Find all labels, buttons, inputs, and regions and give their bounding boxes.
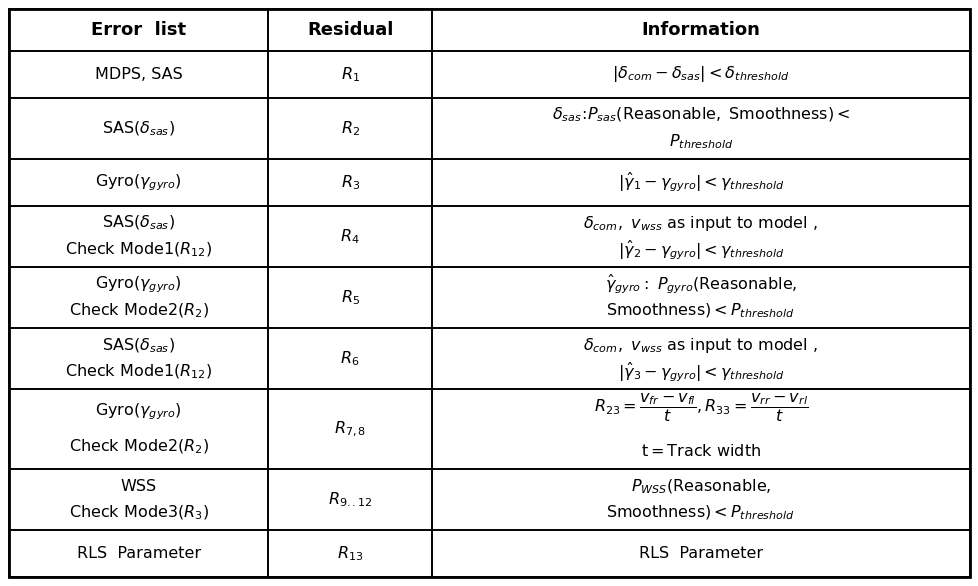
Bar bbox=[9, 267, 268, 328]
Text: Information: Information bbox=[641, 21, 760, 39]
Text: $\mathrm{Check\ Mode2}(R_2)$: $\mathrm{Check\ Mode2}(R_2)$ bbox=[68, 437, 208, 456]
Bar bbox=[9, 159, 268, 206]
Text: $P_{WSS}\mathrm{(Reasonable,}$: $P_{WSS}\mathrm{(Reasonable,}$ bbox=[630, 477, 771, 495]
Text: $R_{7,8}$: $R_{7,8}$ bbox=[333, 420, 366, 439]
Bar bbox=[268, 389, 431, 469]
Text: $|\delta_{com}-\delta_{sas}|<\delta_{threshold}$: $|\delta_{com}-\delta_{sas}|<\delta_{thr… bbox=[611, 64, 789, 84]
Bar bbox=[9, 469, 268, 530]
Text: $|\hat{\gamma}_3-\gamma_{gyro}|<\gamma_{threshold}$: $|\hat{\gamma}_3-\gamma_{gyro}|<\gamma_{… bbox=[617, 360, 783, 384]
Text: $\mathrm{t=Track\ width}$: $\mathrm{t=Track\ width}$ bbox=[641, 442, 760, 459]
Bar bbox=[431, 389, 969, 469]
Text: $R_5$: $R_5$ bbox=[340, 288, 359, 307]
Text: $R_{23}=\dfrac{v_{fr}-v_{fl}}{t},R_{33}=\dfrac{v_{rr}-v_{rl}}{t}$: $R_{23}=\dfrac{v_{fr}-v_{fl}}{t},R_{33}=… bbox=[593, 391, 808, 424]
Bar bbox=[268, 9, 431, 51]
Bar bbox=[431, 328, 969, 389]
Text: $R_4$: $R_4$ bbox=[340, 227, 360, 246]
Text: $|\hat{\gamma}_1-\gamma_{gyro}|<\gamma_{threshold}$: $|\hat{\gamma}_1-\gamma_{gyro}|<\gamma_{… bbox=[617, 171, 783, 195]
Text: RLS  Parameter: RLS Parameter bbox=[76, 546, 200, 561]
Text: $\mathrm{Check\ Mode2}(R_2)$: $\mathrm{Check\ Mode2}(R_2)$ bbox=[68, 302, 208, 320]
Text: Error  list: Error list bbox=[91, 21, 186, 39]
Text: $\mathrm{SAS}(\delta_{sas})$: $\mathrm{SAS}(\delta_{sas})$ bbox=[102, 120, 175, 138]
Bar bbox=[431, 9, 969, 51]
Text: $\mathrm{SAS}(\delta_{sas})$: $\mathrm{SAS}(\delta_{sas})$ bbox=[102, 336, 175, 355]
Bar bbox=[9, 98, 268, 159]
Bar bbox=[431, 530, 969, 577]
Bar bbox=[431, 267, 969, 328]
Bar bbox=[268, 51, 431, 98]
Bar bbox=[268, 98, 431, 159]
Bar bbox=[268, 206, 431, 267]
Bar bbox=[431, 98, 969, 159]
Text: RLS  Parameter: RLS Parameter bbox=[639, 546, 762, 561]
Bar bbox=[268, 530, 431, 577]
Text: $\mathrm{Check\ Mode1}(R_{12})$: $\mathrm{Check\ Mode1}(R_{12})$ bbox=[66, 241, 212, 259]
Text: $R_{13}$: $R_{13}$ bbox=[336, 544, 363, 563]
Text: $\mathrm{Smoothness)}<P_{threshold}$: $\mathrm{Smoothness)}<P_{threshold}$ bbox=[605, 504, 794, 522]
Text: $\mathrm{Gyro}(\gamma_{gyro})$: $\mathrm{Gyro}(\gamma_{gyro})$ bbox=[96, 274, 182, 294]
Bar bbox=[431, 159, 969, 206]
Bar bbox=[268, 469, 431, 530]
Text: Residual: Residual bbox=[307, 21, 393, 39]
Text: $\delta_{sas}\!:\!P_{sas}\mathrm{(Reasonable,\ Smoothness)<}$: $\delta_{sas}\!:\!P_{sas}\mathrm{(Reason… bbox=[552, 106, 849, 124]
Text: $R_1$: $R_1$ bbox=[340, 65, 359, 84]
Text: $\mathrm{Check\ Mode3}(R_3)$: $\mathrm{Check\ Mode3}(R_3)$ bbox=[68, 504, 208, 522]
Text: $\delta_{com},\ v_{wss}\mathrm{\ as\ input\ to\ model\ ,}$: $\delta_{com},\ v_{wss}\mathrm{\ as\ inp… bbox=[583, 336, 818, 355]
Bar bbox=[9, 51, 268, 98]
Bar bbox=[268, 267, 431, 328]
Text: $\mathrm{SAS}(\delta_{sas})$: $\mathrm{SAS}(\delta_{sas})$ bbox=[102, 214, 175, 232]
Bar bbox=[9, 389, 268, 469]
Text: $\hat{\gamma}_{gyro}\mathrm{:\ }P_{gyro}\mathrm{(Reasonable,}$: $\hat{\gamma}_{gyro}\mathrm{:\ }P_{gyro}… bbox=[604, 272, 796, 296]
Bar bbox=[268, 328, 431, 389]
Text: $P_{threshold}$: $P_{threshold}$ bbox=[668, 132, 733, 151]
Bar bbox=[9, 9, 268, 51]
Text: $R_{9..12}$: $R_{9..12}$ bbox=[328, 490, 373, 509]
Text: $R_2$: $R_2$ bbox=[340, 119, 359, 138]
Bar bbox=[9, 530, 268, 577]
Bar bbox=[431, 51, 969, 98]
Text: $R_6$: $R_6$ bbox=[340, 349, 360, 368]
Bar bbox=[9, 328, 268, 389]
Text: $\mathrm{Smoothness)}<P_{threshold}$: $\mathrm{Smoothness)}<P_{threshold}$ bbox=[605, 302, 794, 320]
Text: WSS: WSS bbox=[120, 479, 156, 493]
Text: $\delta_{com},\ v_{wss}\mathrm{\ as\ input\ to\ model\ ,}$: $\delta_{com},\ v_{wss}\mathrm{\ as\ inp… bbox=[583, 213, 818, 233]
Bar bbox=[431, 469, 969, 530]
Bar bbox=[9, 206, 268, 267]
Text: MDPS, SAS: MDPS, SAS bbox=[95, 67, 183, 82]
Text: $\mathrm{Gyro}(\gamma_{gyro})$: $\mathrm{Gyro}(\gamma_{gyro})$ bbox=[96, 401, 182, 422]
Text: $R_3$: $R_3$ bbox=[340, 173, 359, 192]
Text: $\mathrm{Check\ Mode1}(R_{12})$: $\mathrm{Check\ Mode1}(R_{12})$ bbox=[66, 363, 212, 381]
Bar bbox=[268, 159, 431, 206]
Text: $\mathrm{Gyro}(\gamma_{gyro})$: $\mathrm{Gyro}(\gamma_{gyro})$ bbox=[96, 172, 182, 193]
Bar bbox=[431, 206, 969, 267]
Text: $|\hat{\gamma}_2-\gamma_{gyro}|<\gamma_{threshold}$: $|\hat{\gamma}_2-\gamma_{gyro}|<\gamma_{… bbox=[617, 238, 783, 262]
